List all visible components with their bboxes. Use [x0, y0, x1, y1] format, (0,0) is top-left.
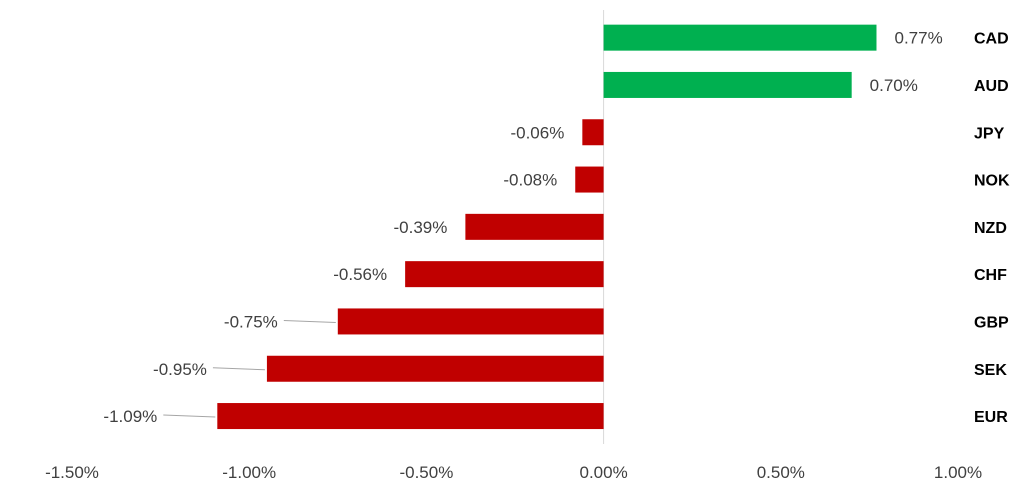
bar-cad: [603, 24, 877, 51]
leader-line-gbp: [283, 319, 336, 323]
bar-nzd: [465, 213, 604, 240]
data-label-nzd: -0.39%: [394, 218, 448, 237]
data-label-aud: 0.70%: [870, 76, 918, 95]
data-label-eur: -1.09%: [103, 407, 157, 426]
category-label-gbp: GBP: [974, 314, 1009, 331]
x-tick-label: -0.50%: [399, 463, 453, 482]
leader-line-sek: [212, 367, 265, 371]
bar-jpy: [582, 119, 604, 146]
data-label-sek: -0.95%: [153, 360, 207, 379]
category-label-jpy: JPY: [974, 125, 1005, 142]
x-tick-label: 0.00%: [579, 463, 627, 482]
bar-chf: [405, 261, 604, 288]
bar-nok: [575, 166, 604, 193]
data-label-cad: 0.77%: [894, 29, 942, 48]
data-label-nok: -0.08%: [503, 171, 557, 190]
category-label-chf: CHF: [974, 267, 1007, 284]
x-tick-label: 0.50%: [757, 463, 805, 482]
category-label-sek: SEK: [974, 362, 1007, 379]
bar-aud: [603, 71, 852, 98]
category-label-nok: NOK: [974, 173, 1010, 190]
data-label-jpy: -0.06%: [510, 123, 564, 142]
leader-line-eur: [163, 414, 216, 418]
bar-sek: [266, 355, 604, 382]
x-tick-label: 1.00%: [934, 463, 982, 482]
x-tick-label: -1.50%: [45, 463, 99, 482]
bar-eur: [217, 403, 604, 430]
data-label-gbp: -0.75%: [224, 312, 278, 331]
category-label-eur: EUR: [974, 409, 1008, 426]
data-label-chf: -0.56%: [333, 265, 387, 284]
category-label-aud: AUD: [974, 78, 1009, 95]
bar-gbp: [337, 308, 604, 335]
x-tick-label: -1.00%: [222, 463, 276, 482]
category-label-nzd: NZD: [974, 220, 1007, 237]
category-label-cad: CAD: [974, 31, 1009, 48]
